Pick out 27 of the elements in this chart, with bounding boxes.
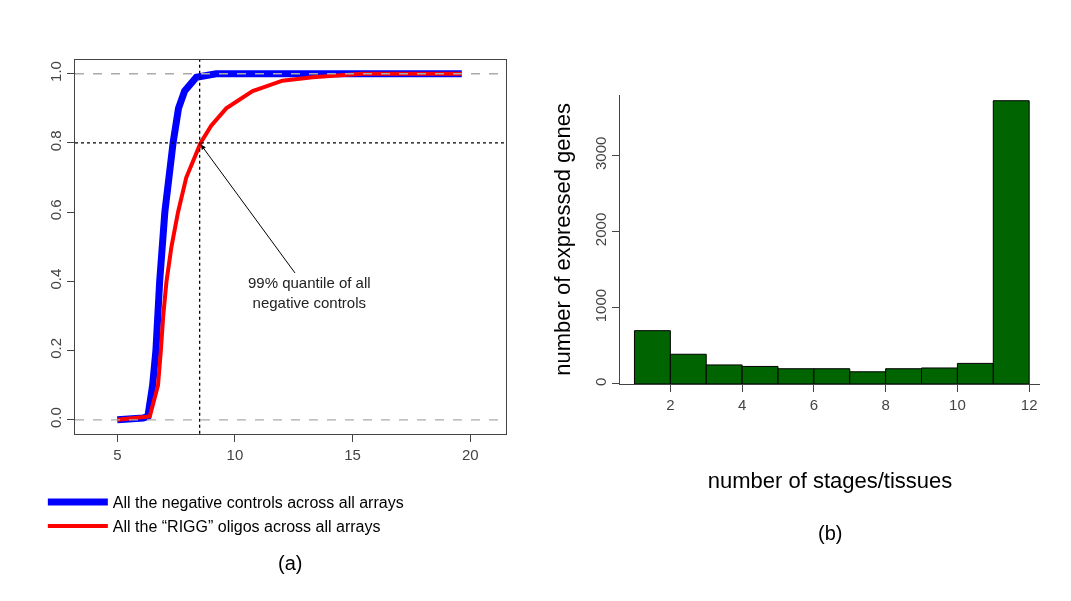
x-tick-label: 10 <box>949 395 966 413</box>
y-tick-label: 2000 <box>592 212 610 247</box>
y-tick-label: 0 <box>592 377 610 386</box>
y-tick-label: 3000 <box>592 136 610 170</box>
y-tick-label: 0.8 <box>46 130 64 152</box>
x-tick-label: 2 <box>666 395 675 413</box>
x-tick-label: 4 <box>737 395 747 413</box>
x-tick-label: 5 <box>113 445 122 463</box>
legend-label: All the “RIGG” oligos across all arrays <box>112 518 381 536</box>
x-tick-label: 6 <box>809 395 819 413</box>
legend-label: All the negative controls across all arrays <box>112 494 404 512</box>
x-tick-label: 15 <box>344 445 361 463</box>
text: (a) <box>278 552 303 574</box>
y-tick-label: 1.0 <box>46 61 64 82</box>
x-tick-label: 12 <box>1020 395 1038 413</box>
y-tick-label: 0.0 <box>46 407 64 429</box>
y-tick-label: 0.6 <box>46 199 64 221</box>
y-tick-label: 0.2 <box>46 337 64 359</box>
x-tick-label: 10 <box>226 445 244 463</box>
y-tick-label: 0.4 <box>46 268 64 290</box>
x-axis-title: number of stages/tissues <box>707 467 953 493</box>
y-tick-label: 1000 <box>592 288 610 323</box>
x-tick-label: 20 <box>461 445 479 463</box>
x-tick-label: 8 <box>881 395 890 413</box>
text: (b) <box>818 522 843 544</box>
annotation: 99% quantile of all negative controls <box>248 274 371 311</box>
y-axis-title: number of expressed genes <box>549 102 575 376</box>
